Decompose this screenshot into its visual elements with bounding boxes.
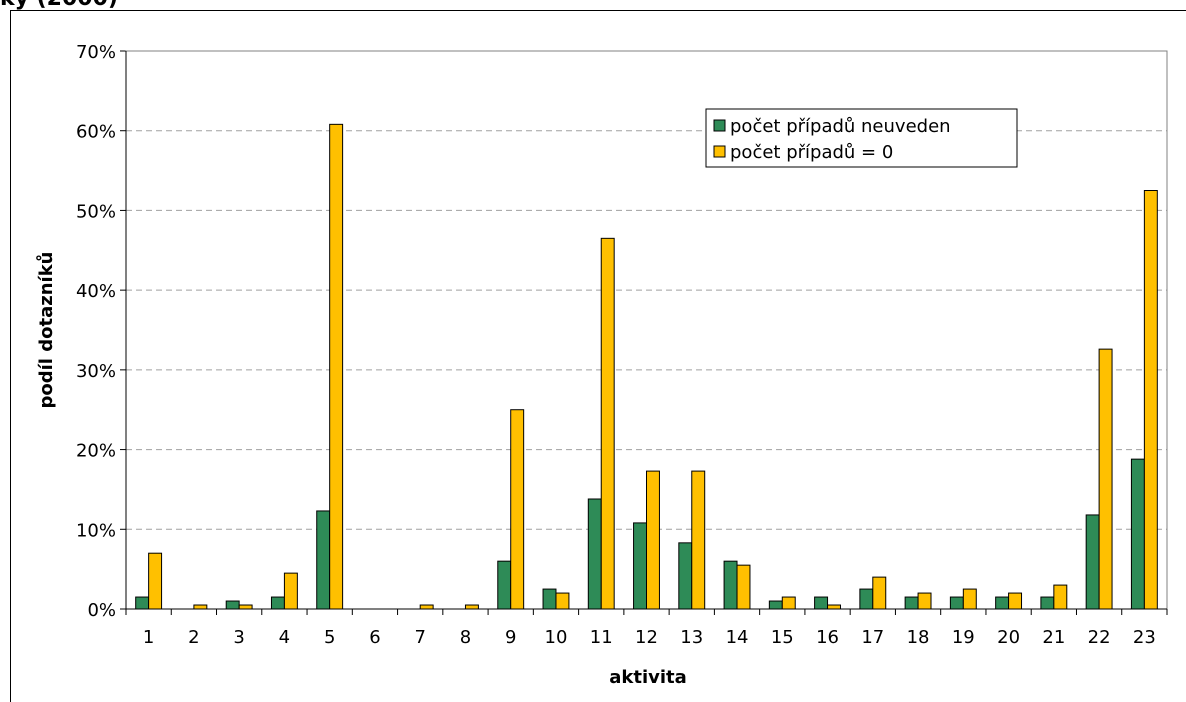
x-tick-label: 15 — [771, 627, 794, 648]
bar-zero — [917, 592, 932, 610]
bar-zero — [1098, 348, 1113, 610]
bars — [135, 123, 1158, 610]
bar-zero — [464, 604, 479, 610]
legend-swatch — [713, 145, 726, 158]
x-tick-label: 16 — [816, 627, 839, 648]
bar-neuveden — [316, 510, 331, 610]
bar-zero — [736, 564, 751, 610]
bar-zero — [283, 572, 298, 610]
bar-neuveden — [814, 596, 829, 610]
x-tick-label: 2 — [188, 627, 199, 648]
bar-zero — [872, 576, 887, 610]
x-tick-label: 10 — [545, 627, 568, 648]
bar-neuveden — [995, 596, 1010, 610]
x-tick-label: 13 — [680, 627, 703, 648]
x-tick-label: 19 — [952, 627, 975, 648]
x-tick-label: 5 — [324, 627, 335, 648]
bar-neuveden — [135, 596, 150, 610]
bar-neuveden — [904, 596, 919, 610]
legend-label: počet případů = 0 — [730, 142, 893, 163]
y-tick-label: 40% — [76, 281, 116, 302]
bar-zero — [419, 604, 434, 610]
clipped-title: ky (2000) — [0, 0, 118, 11]
bar-neuveden — [859, 588, 874, 610]
bar-zero — [781, 596, 796, 610]
legend-label: počet případů neuveden — [730, 116, 951, 137]
bar-zero — [329, 123, 344, 610]
grid-lines — [126, 130, 1167, 530]
bar-zero — [600, 237, 615, 610]
x-axis-title: aktivita — [609, 667, 687, 688]
x-tick-label: 23 — [1133, 627, 1156, 648]
bar-neuveden — [270, 596, 285, 610]
bar-zero — [691, 470, 706, 610]
bar-neuveden — [678, 542, 693, 610]
bar-zero — [1053, 584, 1068, 610]
bar-neuveden — [1085, 514, 1100, 610]
bar-zero — [827, 604, 841, 610]
bar-neuveden — [587, 498, 602, 610]
y-axis-title: podíl dotazníků — [35, 252, 57, 409]
bar-neuveden — [768, 600, 783, 610]
x-tick-label: 7 — [414, 627, 425, 648]
bar-zero — [1008, 592, 1023, 610]
bar-zero — [962, 588, 977, 610]
x-tick-label: 21 — [1042, 627, 1065, 648]
bar-zero — [1143, 190, 1158, 610]
x-tick-label: 6 — [369, 627, 380, 648]
y-tick-label: 20% — [76, 441, 116, 462]
bar-neuveden — [723, 560, 738, 610]
y-tick-label: 60% — [76, 122, 116, 143]
x-tick-label: 8 — [460, 627, 471, 648]
bar-zero — [238, 604, 253, 610]
bar-zero — [646, 470, 660, 610]
x-tick-label: 12 — [635, 627, 658, 648]
bar-zero — [555, 592, 570, 610]
axes: 0%10%20%30%40%50%60%70%1 2 3 4 5 6 7 8 9 10 11 12 13… — [76, 42, 1168, 648]
x-tick-label: 4 — [279, 627, 290, 648]
y-tick-label: 0% — [87, 600, 116, 621]
bar-neuveden — [1130, 458, 1145, 610]
x-tick-label: 20 — [997, 627, 1020, 648]
x-tick-label: 9 — [505, 627, 516, 648]
bar-neuveden — [1040, 596, 1055, 610]
x-tick-label: 14 — [726, 627, 749, 648]
x-tick-label: 11 — [590, 627, 613, 648]
y-tick-label: 30% — [76, 361, 116, 382]
x-tick-label: 3 — [233, 627, 244, 648]
chart-frame — [10, 10, 1186, 702]
y-tick-label: 50% — [76, 201, 116, 222]
legend-box — [705, 108, 1018, 168]
bar-neuveden — [633, 522, 648, 610]
x-tick-label: 1 — [143, 627, 154, 648]
legend: počet případů neuveden počet případů = 0 — [705, 108, 1018, 168]
bar-neuveden — [225, 600, 240, 610]
x-tick-label: 18 — [907, 627, 930, 648]
legend-swatch — [713, 119, 726, 132]
bar-neuveden — [949, 596, 964, 610]
y-tick-label: 70% — [76, 42, 116, 63]
bar-zero — [148, 552, 163, 610]
bar-zero — [193, 604, 208, 610]
y-tick-label: 10% — [76, 520, 116, 541]
bar-zero — [510, 409, 525, 610]
bar-neuveden — [542, 588, 557, 610]
bar-neuveden — [497, 560, 512, 610]
x-tick-label: 17 — [861, 627, 884, 648]
x-tick-label: 22 — [1088, 627, 1111, 648]
